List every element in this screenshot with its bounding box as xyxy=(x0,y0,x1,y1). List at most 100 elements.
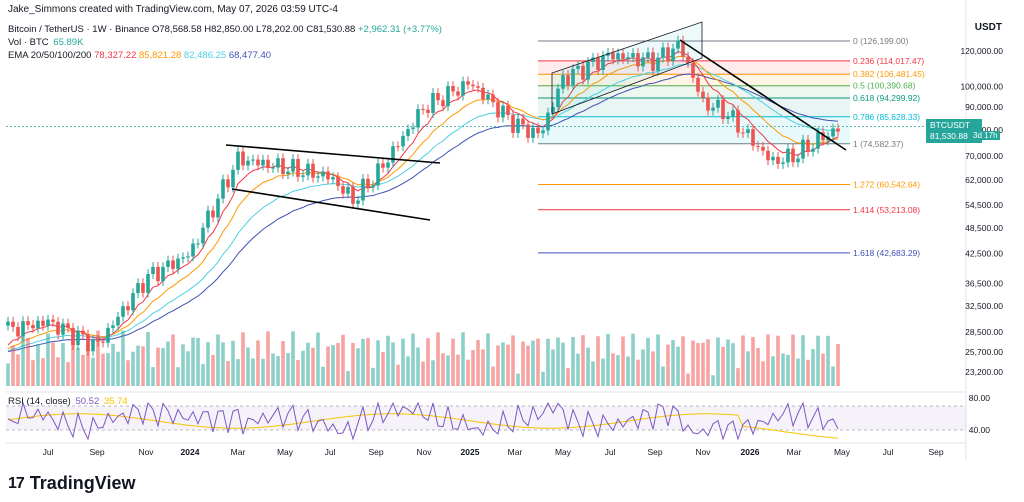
candle-body xyxy=(406,129,410,136)
volume-bar xyxy=(276,356,280,386)
candle-body xyxy=(76,330,80,346)
volume-bar xyxy=(476,340,480,386)
volume-bar xyxy=(196,337,200,386)
rsi-legend[interactable]: RSI (14, close) 50.52 35.74 xyxy=(8,396,128,407)
volume-bar xyxy=(206,342,210,386)
volume-bar xyxy=(31,360,35,386)
volume-bar xyxy=(766,334,770,386)
candle-body xyxy=(711,107,715,111)
ema-value-1: 85,821.28 xyxy=(136,50,182,61)
candle-body xyxy=(56,321,60,335)
candle-body xyxy=(101,341,105,343)
time-tick-label: 2026 xyxy=(741,447,760,457)
ema-200-line xyxy=(7,73,839,353)
volume-bar xyxy=(221,342,225,386)
tradingview-logo-icon: 17 xyxy=(8,474,25,492)
candle-body xyxy=(581,65,585,80)
volume-bar xyxy=(686,373,690,386)
volume-bar xyxy=(566,368,570,386)
candle-body xyxy=(131,293,135,311)
volume-bar xyxy=(136,345,140,386)
time-tick-label: Jul xyxy=(605,447,616,457)
rsi-axis-label: 40.00 xyxy=(969,425,991,435)
time-tick-label: Mar xyxy=(508,447,523,457)
candle-body xyxy=(396,146,400,148)
volume-bar xyxy=(806,359,810,386)
volume-bar xyxy=(156,347,160,386)
volume-bar xyxy=(386,335,390,386)
volume-bar xyxy=(181,344,185,386)
tradingview-brand[interactable]: 17 TradingView xyxy=(8,473,136,494)
volume-bar xyxy=(256,340,260,386)
candle-body xyxy=(621,53,625,59)
volume-bar xyxy=(811,349,815,386)
candle-body xyxy=(366,178,370,188)
candle-body xyxy=(656,57,660,71)
volume-bar xyxy=(696,343,700,386)
time-tick-label: Nov xyxy=(416,447,432,457)
volume-value: 65.89K xyxy=(53,37,84,48)
ema-legend[interactable]: EMA 20/50/100/200 78,327.22 85,821.28 82… xyxy=(8,50,271,61)
ohlc-item: C81,530.88 xyxy=(303,24,356,35)
volume-bar xyxy=(556,337,560,386)
candle-body xyxy=(801,139,805,159)
volume-legend[interactable]: Vol · BTC 65.89K xyxy=(8,37,83,48)
candle-body xyxy=(771,156,775,161)
volume-bar xyxy=(361,338,365,386)
candle-body xyxy=(466,81,470,85)
candle-body xyxy=(361,178,365,201)
volume-bar xyxy=(831,366,835,386)
candle-body xyxy=(156,266,160,282)
fib-zone xyxy=(538,74,850,86)
volume-bar xyxy=(191,337,195,386)
volume-bar xyxy=(776,335,780,386)
volume-bar xyxy=(16,354,20,386)
candle-body xyxy=(506,105,510,115)
volume-bar xyxy=(141,346,145,386)
candle-body xyxy=(36,320,40,329)
symbol-legend[interactable]: Bitcoin / TetherUS · 1W · Binance O78,56… xyxy=(8,24,442,35)
volume-bar xyxy=(746,351,750,386)
volume-bar xyxy=(376,340,380,386)
volume-bar xyxy=(396,364,400,386)
volume-bar xyxy=(551,349,555,386)
volume-bar xyxy=(741,335,745,386)
volume-bar xyxy=(101,353,105,386)
volume-bar xyxy=(616,355,620,386)
volume-bar xyxy=(356,348,360,386)
volume-bar xyxy=(651,351,655,386)
volume-bar xyxy=(106,353,110,386)
volume-bar xyxy=(126,360,130,386)
candle-body xyxy=(741,132,745,134)
ohlc-item: +2,962.31 (+3.77%) xyxy=(355,24,442,35)
fib-level-label: 1 (74,582.37) xyxy=(853,139,904,149)
candle-body xyxy=(61,323,65,335)
volume-bar xyxy=(211,354,215,386)
time-tick-label: Nov xyxy=(695,447,711,457)
volume-bar xyxy=(46,333,50,386)
volume-bar xyxy=(151,367,155,386)
candle-body xyxy=(731,110,735,117)
candle-body xyxy=(591,57,595,62)
candle-body xyxy=(11,321,15,327)
tag-symbol: BTCUSDT xyxy=(930,120,970,130)
fib-level-label: 0.5 (100,390.68) xyxy=(853,81,916,91)
price-tick-label: 54,500.00 xyxy=(965,200,1003,210)
volume-bar xyxy=(571,336,575,386)
volume-bar xyxy=(751,337,755,386)
volume-bar xyxy=(581,335,585,386)
price-tick-label: 80,000.00 xyxy=(965,125,1003,135)
volume-bar xyxy=(236,359,240,386)
volume-bar xyxy=(371,367,375,386)
rsi-axis-label: 80.00 xyxy=(969,393,991,403)
candle-body xyxy=(336,177,340,187)
candle-body xyxy=(816,132,820,149)
volume-bar xyxy=(716,337,720,386)
volume-bar xyxy=(801,335,805,386)
volume-bar xyxy=(281,341,285,386)
volume-bar xyxy=(341,334,345,386)
candle-body xyxy=(321,171,325,177)
volume-bar xyxy=(711,375,715,386)
candle-body xyxy=(116,316,120,326)
